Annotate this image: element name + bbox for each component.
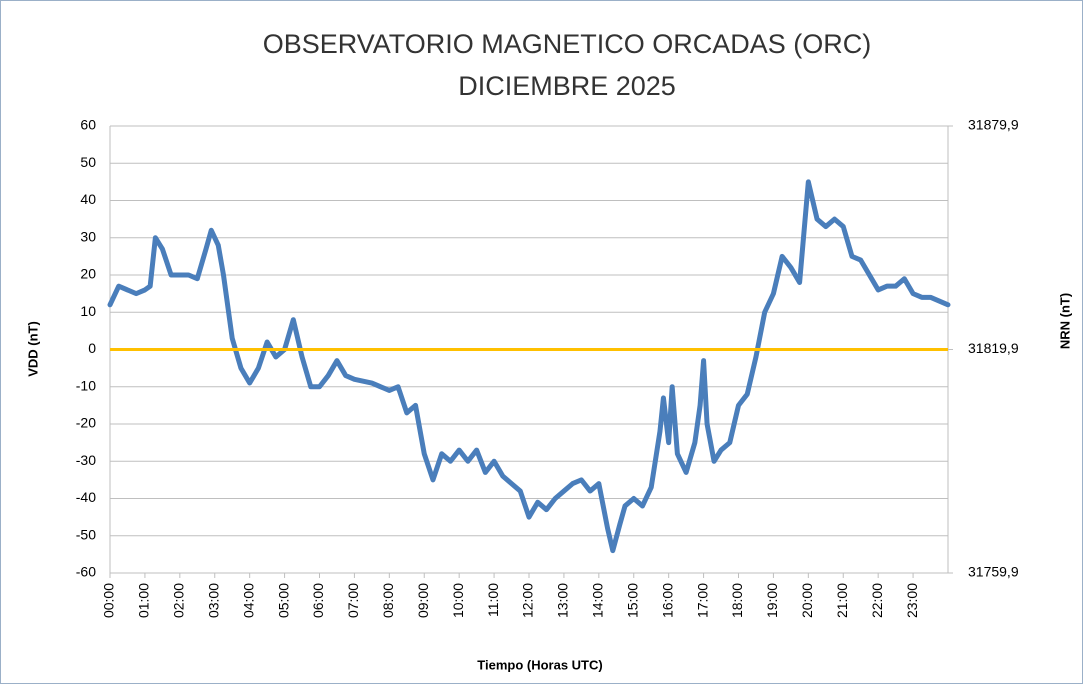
y2-tick-label: 31759,9	[968, 564, 1019, 580]
y-tick-label: 20	[80, 266, 96, 282]
x-tick-label: 14:00	[590, 583, 606, 618]
x-tick-label: 11:00	[485, 583, 501, 617]
x-tick-label: 15:00	[624, 583, 640, 618]
x-tick-label: 12:00	[520, 583, 536, 618]
x-tick-label: 21:00	[834, 583, 850, 618]
x-tick-label: 06:00	[310, 583, 326, 618]
x-tick-label: 09:00	[415, 583, 431, 618]
y2-tick-label: 31819,9	[968, 340, 1019, 356]
x-tick-label: 20:00	[799, 583, 815, 618]
x-tick-label: 13:00	[555, 583, 571, 618]
y-tick-label: -60	[76, 564, 96, 580]
x-tick-label: 16:00	[659, 583, 675, 618]
chart-title: OBSERVATORIO MAGNETICO ORCADAS (ORC)	[263, 29, 872, 59]
x-tick-label: 03:00	[205, 583, 221, 618]
y-tick-label: -50	[76, 526, 96, 542]
y-tick-label: 50	[80, 154, 96, 170]
y2-axis-title: NRN (nT)	[1057, 293, 1072, 349]
x-tick-label: 18:00	[729, 583, 745, 618]
x-tick-label: 00:00	[101, 583, 117, 618]
x-tick-label: 05:00	[275, 583, 291, 618]
data-line	[107, 179, 951, 554]
x-axis-title: Tiempo (Horas UTC)	[477, 657, 602, 672]
x-tick-label: 04:00	[240, 583, 256, 618]
x-tick-label: 07:00	[345, 583, 361, 618]
y-tick-label: -30	[76, 452, 96, 468]
x-tick-label: 19:00	[764, 583, 780, 618]
x-tick-label: 10:00	[450, 583, 466, 618]
y-tick-label: 10	[80, 303, 96, 319]
y-tick-label: -10	[76, 377, 96, 393]
y-tick-label: 40	[80, 191, 96, 207]
y-tick-label: -40	[76, 489, 96, 505]
y-axis-title: VDD (nT)	[25, 321, 40, 377]
y-tick-label: 30	[80, 228, 96, 244]
x-tick-label: 08:00	[380, 583, 396, 618]
y-tick-label: -20	[76, 415, 96, 431]
x-tick-label: 23:00	[904, 583, 920, 618]
x-tick-label: 17:00	[694, 583, 710, 618]
x-tick-label: 22:00	[869, 583, 885, 618]
y-tick-label: 0	[88, 340, 96, 356]
y2-tick-label: 31879,9	[968, 117, 1019, 133]
x-tick-label: 02:00	[171, 583, 187, 618]
x-tick-label: 01:00	[136, 583, 152, 618]
y-tick-label: 60	[80, 117, 96, 133]
chart-subtitle: DICIEMBRE 2025	[458, 71, 676, 101]
